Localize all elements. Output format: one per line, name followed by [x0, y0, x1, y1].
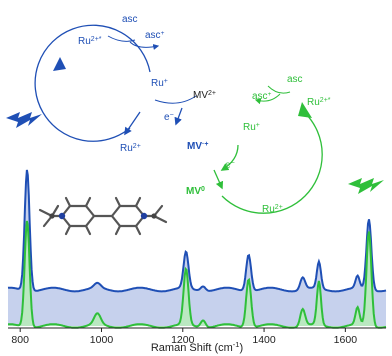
asc-out-arrow	[129, 41, 160, 50]
ru2-star-label: Ru2+*	[78, 36, 102, 48]
blue-cycle-arrowhead	[53, 57, 66, 71]
green-asc-in-arrow	[267, 85, 291, 94]
green-asc-plus-label: asc+	[252, 91, 272, 103]
electron-label: e−	[164, 112, 174, 124]
green-cycle-arrowhead	[298, 102, 312, 118]
mv-reduction-arrow	[174, 107, 183, 126]
x-tick-label-1000: 1000	[90, 334, 114, 346]
x-tick-label-1200: 1200	[171, 334, 195, 346]
mv-radical-label: MV·+	[187, 141, 208, 153]
mv0-label: MV0	[186, 186, 205, 198]
asc-plus-label: asc+	[145, 30, 165, 42]
x-axis: 800 1000 1200 1400 1600 Raman Shift (cm-1)	[8, 327, 386, 355]
green-asc-label: asc	[287, 74, 303, 85]
molecule-atoms	[49, 212, 157, 220]
asc-label: asc	[122, 14, 138, 25]
green-asc-out-arrow	[254, 93, 281, 105]
green-catalytic-cycle: asc asc+ Ru2+* Ru+ e− MV0 Ru2+	[186, 74, 384, 215]
blue-catalytic-cycle: Ru2+* asc asc+ Ru+ MV2+ e− Ru2+ MV·+	[6, 14, 216, 154]
green-ru2-label: Ru2+	[262, 204, 283, 216]
ru2-label: Ru2+	[120, 143, 141, 155]
spectrum-line-0	[7, 169, 387, 293]
green-cycle-arrow	[213, 169, 224, 190]
lightning-bolt-icon	[6, 112, 42, 128]
green-ru2-star-label: Ru2+*	[307, 97, 331, 109]
x-tick-label-800: 800	[11, 334, 29, 346]
green-electron-label: e−	[225, 160, 235, 172]
asc-in-arrow	[107, 35, 136, 42]
green-ru-plus-label: Ru+	[243, 122, 260, 134]
lightning-bolt-icon	[348, 178, 384, 194]
x-axis-title: Raman Shift (cm-1)	[151, 340, 243, 355]
green-cycle-arc	[221, 112, 323, 214]
mv2-label: MV2+	[193, 90, 216, 102]
blue-cycle-arrow-down	[124, 111, 141, 136]
x-tick-label-1600: 1600	[334, 334, 358, 346]
ru-plus-label: Ru+	[151, 78, 168, 90]
x-tick-label-1400: 1400	[252, 334, 276, 346]
mv0-arrow	[220, 144, 239, 171]
blue-cycle-arc	[34, 24, 151, 142]
mv-reduction-arc	[154, 95, 197, 104]
